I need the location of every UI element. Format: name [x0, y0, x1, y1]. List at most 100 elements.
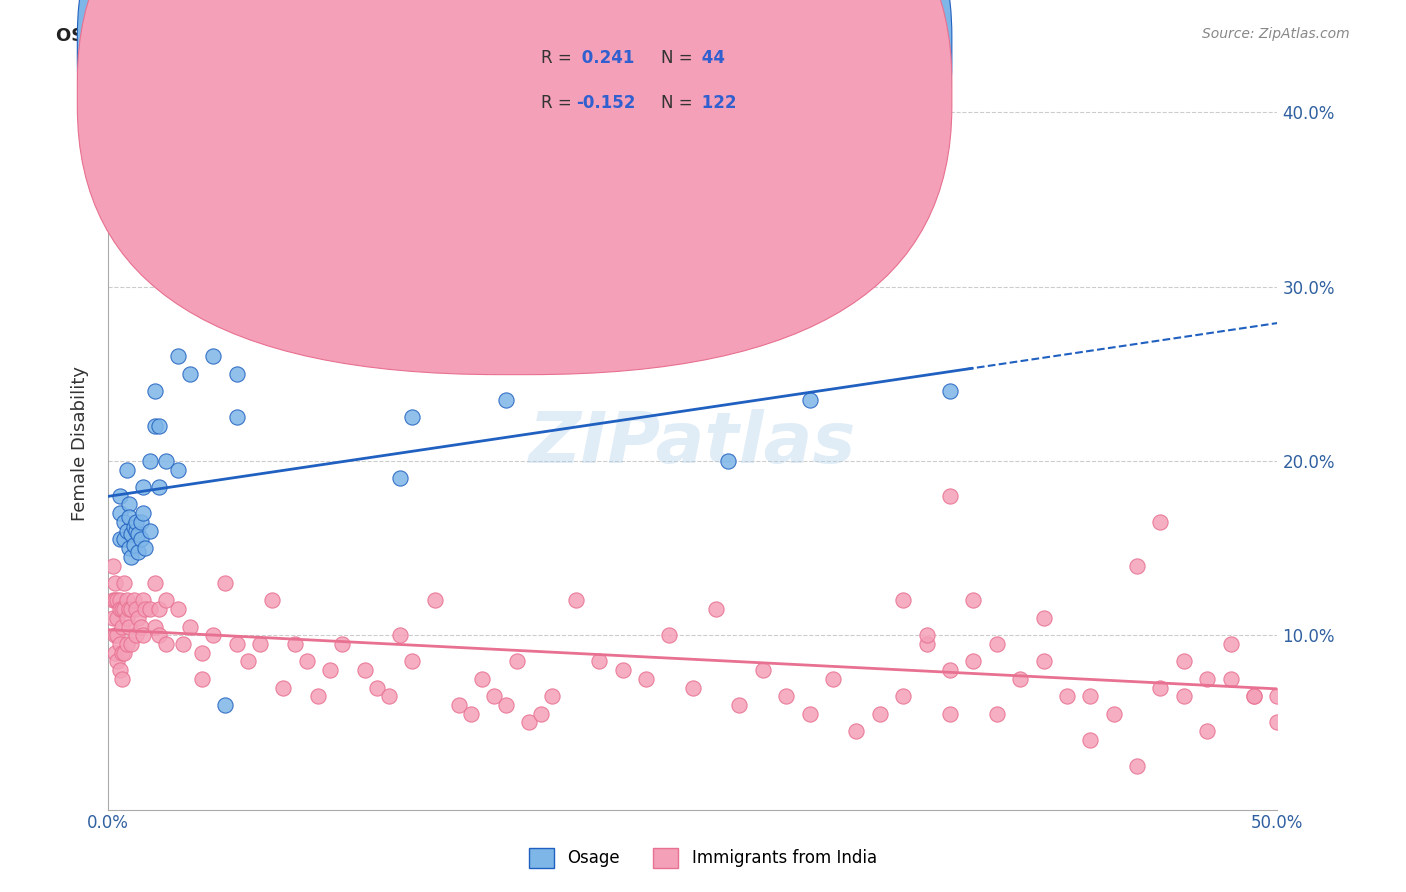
Point	[1078, 690, 1101, 704]
Point	[167, 462, 190, 476]
Point	[148, 480, 170, 494]
Point	[143, 384, 166, 399]
Point	[132, 480, 155, 494]
Point	[1032, 654, 1054, 668]
Point	[915, 628, 938, 642]
Point	[172, 637, 194, 651]
Point	[1078, 732, 1101, 747]
Point	[148, 602, 170, 616]
Point	[1197, 672, 1219, 686]
Point	[112, 515, 135, 529]
Point	[682, 681, 704, 695]
Point	[517, 715, 540, 730]
Point	[118, 602, 141, 616]
Point	[127, 544, 149, 558]
Point	[495, 698, 517, 712]
Point	[752, 663, 775, 677]
Point	[821, 672, 844, 686]
Point	[179, 367, 201, 381]
Point	[845, 724, 868, 739]
Point	[506, 654, 529, 668]
Point	[105, 654, 128, 668]
Point	[612, 663, 634, 677]
Point	[122, 520, 145, 534]
Text: -0.152: -0.152	[576, 94, 636, 112]
Point	[108, 637, 131, 651]
Point	[366, 681, 388, 695]
Point	[120, 549, 142, 564]
Point	[330, 637, 353, 651]
Point	[108, 602, 131, 616]
Point	[120, 602, 142, 616]
Point	[482, 690, 505, 704]
Point	[148, 419, 170, 434]
Point	[108, 663, 131, 677]
Text: 0.241: 0.241	[576, 49, 636, 67]
Point	[658, 628, 681, 642]
Point	[273, 681, 295, 695]
Point	[129, 533, 152, 547]
Point	[238, 654, 260, 668]
Point	[389, 471, 412, 485]
Point	[125, 515, 148, 529]
Point	[190, 672, 212, 686]
Text: R =: R =	[541, 49, 578, 67]
Point	[986, 637, 1008, 651]
Point	[108, 533, 131, 547]
Point	[125, 628, 148, 642]
Point	[179, 619, 201, 633]
Point	[104, 646, 127, 660]
Point	[143, 419, 166, 434]
Point	[155, 454, 177, 468]
Point	[377, 690, 399, 704]
Point	[1267, 715, 1289, 730]
Text: N =: N =	[661, 49, 697, 67]
Point	[118, 619, 141, 633]
Point	[122, 593, 145, 607]
Point	[530, 706, 553, 721]
Point	[915, 637, 938, 651]
Point	[1102, 706, 1125, 721]
Point	[127, 611, 149, 625]
Point	[112, 602, 135, 616]
Point	[471, 672, 494, 686]
Point	[111, 646, 134, 660]
Point	[564, 593, 586, 607]
Text: 44: 44	[696, 49, 725, 67]
Point	[939, 489, 962, 503]
Point	[118, 498, 141, 512]
Point	[1149, 515, 1171, 529]
Point	[541, 690, 564, 704]
Point	[588, 654, 610, 668]
Point	[354, 663, 377, 677]
Point	[143, 619, 166, 633]
Point	[891, 593, 914, 607]
Point	[939, 663, 962, 677]
Point	[799, 706, 821, 721]
Point	[167, 349, 190, 363]
Point	[148, 628, 170, 642]
Point	[115, 462, 138, 476]
Point	[101, 611, 124, 625]
Point	[122, 538, 145, 552]
Point	[120, 637, 142, 651]
Point	[125, 602, 148, 616]
Point	[104, 576, 127, 591]
Point	[1010, 672, 1032, 686]
Point	[125, 524, 148, 538]
Point	[112, 646, 135, 660]
Text: 122: 122	[696, 94, 737, 112]
Point	[108, 489, 131, 503]
Point	[1056, 690, 1078, 704]
Point	[127, 527, 149, 541]
Text: OSAGE VS IMMIGRANTS FROM INDIA FEMALE DISABILITY CORRELATION CHART: OSAGE VS IMMIGRANTS FROM INDIA FEMALE DI…	[56, 27, 852, 45]
Point	[105, 593, 128, 607]
Y-axis label: Female Disability: Female Disability	[72, 366, 89, 521]
Point	[962, 593, 984, 607]
Point	[111, 602, 134, 616]
Point	[1243, 690, 1265, 704]
Point	[104, 628, 127, 642]
Point	[105, 611, 128, 625]
Point	[1197, 724, 1219, 739]
Text: N =: N =	[661, 94, 697, 112]
